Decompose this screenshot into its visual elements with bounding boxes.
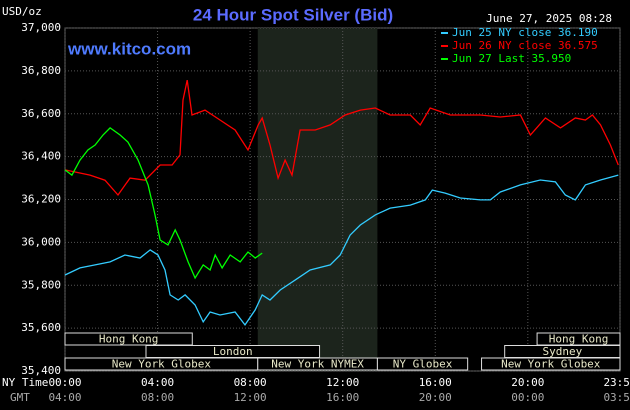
watermark: www.kitco.com xyxy=(67,39,191,58)
y-tick-label: 35,600 xyxy=(21,321,61,334)
legend-label: Jun 27 Last 35.950 xyxy=(452,52,571,65)
x-tick-label: 16:00 xyxy=(419,376,452,389)
y-tick-label: 35,800 xyxy=(21,278,61,291)
timestamp: June 27, 2025 08:28 xyxy=(486,12,612,25)
legend-label: Jun 25 NY close 36.190 xyxy=(452,26,598,39)
y-tick-label: 36,200 xyxy=(21,193,61,206)
x2-axis-label: GMT xyxy=(10,391,30,404)
x2-tick-label: 03:59 xyxy=(603,391,630,404)
y-axis-label: USD/oz xyxy=(2,5,42,18)
series-line xyxy=(64,174,619,327)
x2-tick-label: 00:00 xyxy=(511,391,544,404)
x2-tick-label: 12:00 xyxy=(234,391,267,404)
y-tick-label: 37,000 xyxy=(21,21,61,34)
y-tick-label: 36,000 xyxy=(21,235,61,248)
session-label: Hong Kong xyxy=(549,333,609,346)
x-tick-label: 04:00 xyxy=(141,376,174,389)
x2-tick-label: 08:00 xyxy=(141,391,174,404)
series-line xyxy=(64,79,619,197)
x-tick-label: 23:59 xyxy=(603,376,630,389)
session-label: New York NYMEX xyxy=(271,358,364,371)
y-tick-label: 36,400 xyxy=(21,150,61,163)
session-box xyxy=(64,332,193,346)
session-label: Hong Kong xyxy=(99,333,159,346)
y-tick-label: 36,800 xyxy=(21,64,61,77)
session-box xyxy=(481,357,621,371)
session-label: NY Globex xyxy=(393,358,453,371)
y-tick-label: 35,400 xyxy=(21,364,61,377)
y-tick-label: 36,600 xyxy=(21,107,61,120)
x-tick-label: 20:00 xyxy=(511,376,544,389)
x-tick-label: 08:00 xyxy=(234,376,267,389)
chart-title: 24 Hour Spot Silver (Bid) xyxy=(193,5,393,24)
session-box xyxy=(376,357,469,371)
x2-tick-label: 04:00 xyxy=(48,391,81,404)
x2-tick-label: 20:00 xyxy=(419,391,452,404)
x-tick-label: 12:00 xyxy=(326,376,359,389)
session-label: New York Globex xyxy=(112,358,212,371)
legend-label: Jun 26 NY close 36.575 xyxy=(452,39,598,52)
session-label: London xyxy=(213,345,253,358)
x2-tick-label: 16:00 xyxy=(326,391,359,404)
series-line xyxy=(64,127,263,280)
session-label: Sydney xyxy=(542,345,582,358)
session-label: New York Globex xyxy=(501,358,601,371)
x-axis-label: NY Time xyxy=(2,376,48,389)
x-tick-label: 00:00 xyxy=(48,376,81,389)
